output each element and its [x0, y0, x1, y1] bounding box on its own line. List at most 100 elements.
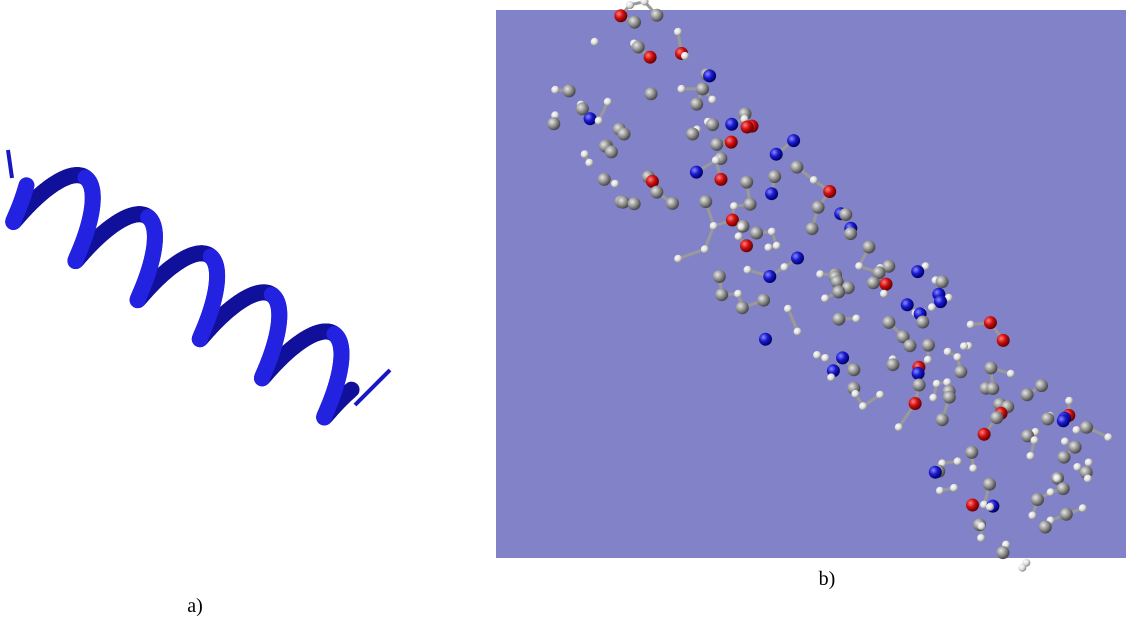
atom — [627, 197, 641, 211]
bond — [677, 247, 706, 261]
atom — [960, 342, 968, 351]
atom — [712, 270, 726, 283]
atom — [1072, 426, 1081, 434]
atom — [832, 285, 846, 299]
atom — [965, 445, 979, 459]
atom — [936, 486, 944, 495]
atom — [1057, 450, 1071, 464]
atom — [928, 465, 942, 479]
atom — [953, 353, 962, 362]
atom — [1059, 507, 1073, 521]
atom — [765, 187, 779, 201]
atom — [784, 304, 792, 313]
atom — [1038, 520, 1052, 534]
atom — [791, 251, 804, 265]
atom — [983, 316, 997, 330]
atom — [990, 411, 1004, 425]
atom — [862, 240, 876, 254]
atom — [767, 227, 776, 236]
atom — [1056, 414, 1070, 428]
atom — [921, 338, 935, 352]
atom — [966, 320, 975, 329]
atom — [1041, 412, 1055, 426]
panel-label: a) — [187, 595, 203, 617]
atom — [996, 333, 1010, 347]
atom — [763, 270, 777, 283]
bond — [703, 225, 716, 250]
atom — [943, 347, 952, 356]
atom — [912, 378, 926, 392]
atom — [1080, 420, 1093, 434]
atom — [894, 423, 903, 432]
atom — [1084, 458, 1093, 467]
atom — [896, 330, 910, 344]
atom — [603, 97, 612, 106]
atom — [950, 483, 959, 492]
atom — [809, 176, 818, 185]
atom — [703, 69, 717, 83]
atom — [911, 366, 925, 380]
atom — [616, 195, 630, 209]
atom — [709, 222, 718, 230]
ribbon-tail — [6, 149, 14, 179]
atom — [886, 358, 900, 372]
atom — [740, 175, 754, 189]
atom — [836, 351, 850, 365]
atom — [643, 50, 657, 64]
atom — [1078, 504, 1087, 513]
atom — [611, 179, 620, 188]
atom — [969, 464, 978, 473]
atom — [1083, 474, 1092, 483]
atom — [699, 195, 713, 209]
atom — [1020, 388, 1034, 402]
atom — [724, 135, 738, 149]
atom — [911, 265, 925, 279]
atom — [604, 145, 618, 159]
atom — [764, 243, 773, 252]
atom — [757, 293, 771, 307]
atom — [1035, 379, 1048, 393]
atom — [903, 339, 917, 353]
atom — [700, 245, 709, 254]
atom — [935, 275, 949, 289]
atom — [821, 354, 830, 362]
atom — [551, 85, 560, 94]
atom — [882, 315, 896, 329]
atom — [986, 382, 1000, 395]
atom — [706, 118, 720, 132]
atom — [575, 102, 589, 116]
atom — [1061, 437, 1069, 446]
atom — [923, 355, 932, 364]
panel-label: b) — [819, 568, 836, 590]
atom — [644, 87, 658, 101]
atom — [650, 8, 664, 22]
atom — [900, 298, 914, 312]
atom — [743, 197, 757, 211]
atom — [725, 213, 739, 227]
atom — [711, 156, 720, 165]
atom — [855, 262, 864, 271]
atom — [830, 275, 844, 289]
atom — [740, 120, 754, 134]
atom — [966, 498, 979, 512]
atom — [677, 84, 686, 93]
atom — [735, 301, 749, 315]
atom — [977, 427, 991, 441]
atom — [816, 270, 825, 279]
atom — [674, 254, 683, 263]
atom — [696, 82, 710, 96]
molecule-model — [547, 0, 1113, 572]
atom — [879, 277, 893, 291]
atom — [666, 196, 679, 210]
atom — [839, 208, 853, 221]
atom — [743, 265, 752, 274]
atom — [740, 239, 753, 253]
atom — [734, 289, 743, 298]
atom — [943, 378, 952, 387]
atom — [996, 546, 1010, 560]
atom — [1026, 452, 1035, 460]
atom — [686, 127, 700, 141]
atom — [710, 137, 724, 151]
atom — [1068, 440, 1082, 454]
